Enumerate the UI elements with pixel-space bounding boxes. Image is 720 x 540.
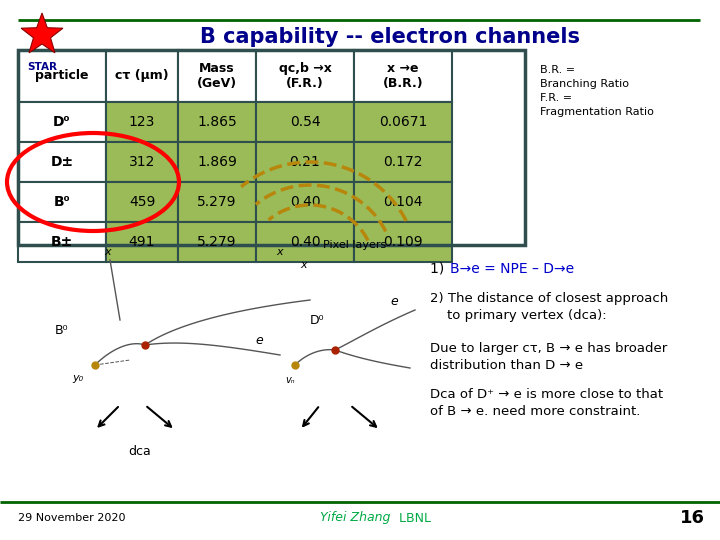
Text: 1.869: 1.869: [197, 155, 237, 169]
Bar: [354, 50, 452, 102]
Text: Pixel layers: Pixel layers: [323, 240, 387, 250]
Text: 0.104: 0.104: [383, 195, 423, 209]
Text: 0.21: 0.21: [289, 155, 320, 169]
Text: B→e = NPE – D→e: B→e = NPE – D→e: [450, 262, 574, 276]
Text: e: e: [255, 334, 263, 347]
Text: 0.40: 0.40: [289, 235, 320, 249]
Text: 459: 459: [129, 195, 156, 209]
Bar: [106, 142, 178, 182]
Text: Dca of D⁺ → e is more close to that
of B → e. need more constraint.: Dca of D⁺ → e is more close to that of B…: [430, 388, 663, 418]
Text: D⁰: D⁰: [53, 115, 71, 129]
Text: STAR: STAR: [27, 62, 57, 72]
Bar: [178, 222, 256, 262]
Polygon shape: [21, 13, 63, 53]
Text: 5.279: 5.279: [197, 235, 237, 249]
Text: 2) The distance of closest approach
    to primary vertex (dca):: 2) The distance of closest approach to p…: [430, 292, 668, 322]
Bar: [354, 222, 452, 262]
Text: Mass
(GeV): Mass (GeV): [197, 62, 237, 90]
Text: B.R. =
Branching Ratio
F.R. =
Fragmentation Ratio: B.R. = Branching Ratio F.R. = Fragmentat…: [540, 65, 654, 117]
Text: x: x: [300, 260, 307, 270]
Text: 0.0671: 0.0671: [379, 115, 427, 129]
Bar: [256, 50, 354, 102]
Bar: [256, 222, 354, 262]
Text: 123: 123: [129, 115, 156, 129]
Text: 29 November 2020: 29 November 2020: [18, 513, 125, 523]
Bar: [178, 102, 256, 142]
Text: x: x: [276, 247, 283, 257]
Bar: [178, 142, 256, 182]
Text: x →e
(B.R.): x →e (B.R.): [383, 62, 423, 90]
Text: particle: particle: [35, 70, 89, 83]
Text: 1.865: 1.865: [197, 115, 237, 129]
Bar: [18, 50, 525, 245]
Text: qᴄ,b →x
(F.R.): qᴄ,b →x (F.R.): [279, 62, 331, 90]
Bar: [18, 142, 106, 182]
Text: Yifei Zhang: Yifei Zhang: [320, 511, 390, 524]
Bar: [354, 102, 452, 142]
Text: 491: 491: [129, 235, 156, 249]
Bar: [18, 50, 106, 102]
Text: Due to larger cτ, B → e has broader
distribution than D → e: Due to larger cτ, B → e has broader dist…: [430, 342, 667, 372]
Bar: [178, 50, 256, 102]
Text: 312: 312: [129, 155, 156, 169]
Bar: [18, 182, 106, 222]
Text: D±: D±: [50, 155, 73, 169]
Bar: [18, 102, 106, 142]
Bar: [106, 102, 178, 142]
Text: D⁰: D⁰: [310, 314, 325, 327]
Text: B⁰: B⁰: [54, 195, 71, 209]
Bar: [18, 222, 106, 262]
Bar: [256, 102, 354, 142]
Text: B capability -- electron channels: B capability -- electron channels: [200, 27, 580, 47]
Text: x: x: [104, 247, 112, 257]
Text: 5.279: 5.279: [197, 195, 237, 209]
Bar: [106, 222, 178, 262]
Text: 16: 16: [680, 509, 705, 527]
Text: dca: dca: [129, 445, 151, 458]
Bar: [354, 142, 452, 182]
Text: e: e: [390, 295, 397, 308]
Bar: [106, 182, 178, 222]
Text: y₀: y₀: [72, 373, 83, 383]
Bar: [106, 50, 178, 102]
Text: vₙ: vₙ: [285, 375, 294, 385]
Text: 1): 1): [430, 262, 449, 276]
Bar: [256, 182, 354, 222]
Bar: [354, 182, 452, 222]
Bar: [178, 182, 256, 222]
Text: 0.40: 0.40: [289, 195, 320, 209]
Text: LBNL: LBNL: [395, 511, 431, 524]
Text: 0.172: 0.172: [383, 155, 423, 169]
Text: 0.109: 0.109: [383, 235, 423, 249]
Text: B⁰: B⁰: [55, 323, 68, 336]
Bar: [256, 142, 354, 182]
Text: cτ (μm): cτ (μm): [115, 70, 168, 83]
Text: B±: B±: [51, 235, 73, 249]
Text: 0.54: 0.54: [289, 115, 320, 129]
